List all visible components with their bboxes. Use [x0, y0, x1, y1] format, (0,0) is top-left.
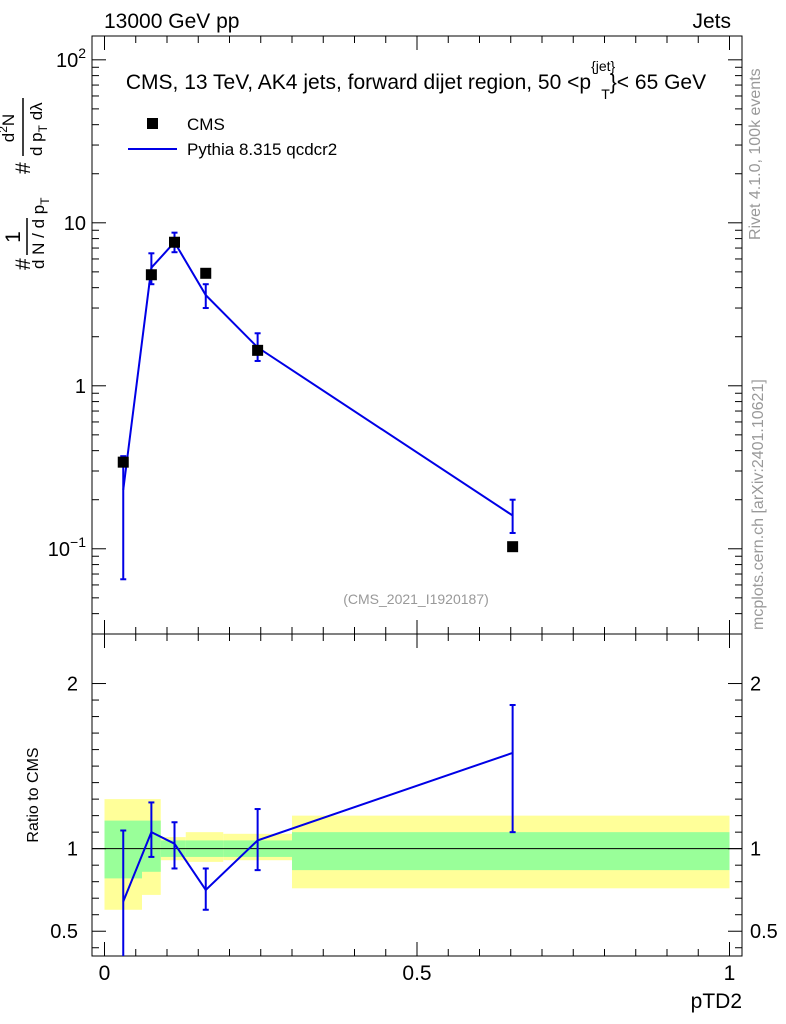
- main-y-axis-label: # 1 d N / d pT # d2N d pT dλ: [0, 98, 52, 270]
- x-tick-label: 1: [724, 962, 736, 985]
- svg-text:d N / d pT: d N / d pT: [29, 197, 52, 269]
- x-tick-label: 0.5: [402, 962, 431, 985]
- ratio-y-tick-label: 2: [67, 674, 78, 696]
- cms-data-point: [145, 269, 157, 281]
- ratio-line: [122, 751, 513, 902]
- ratio-axis-ticks: [92, 634, 742, 956]
- ratio-y-tick-label: 1: [67, 839, 78, 861]
- ratio-uncertainty-bands: [104, 799, 730, 910]
- cms-data-point: [507, 541, 519, 553]
- main-data: [117, 231, 519, 581]
- cms-data-point: [169, 236, 180, 248]
- header-jets-label: Jets: [692, 10, 731, 33]
- svg-text:1: 1: [2, 231, 25, 243]
- y-tick-label: 10: [64, 213, 86, 235]
- main-axis-ticks: [92, 36, 742, 635]
- cms-data-point: [200, 267, 212, 279]
- svg-text:#: #: [12, 162, 35, 174]
- x-axis-label: pTD2: [691, 990, 742, 1013]
- ratio-y-tick-label-right: 2: [750, 674, 761, 696]
- svg-text:d2N: d2N: [0, 114, 18, 142]
- y-tick-label: 1: [75, 376, 86, 398]
- ratio-panel: 0.5 0.5 1 1 2 2 Ratio to CMS: [25, 633, 778, 957]
- ratio-y-tick-label: 0.5: [50, 921, 78, 943]
- mcplots-source-label: mcplots.cern.ch [arXiv:2401.10621]: [750, 379, 767, 630]
- legend-cms-marker: [147, 118, 158, 129]
- main-panel: 10−1 1 10 102 CMS, 13 TeV, AK4 jets, forwar…: [0, 35, 743, 635]
- analysis-tag: (CMS_2021_I1920187): [343, 591, 489, 607]
- ratio-y-tick-label-right: 1: [750, 839, 761, 861]
- ratio-frame: [91, 633, 743, 957]
- plot-title: CMS, 13 TeV, AK4 jets, forward dijet reg…: [126, 58, 706, 102]
- y-tick-label: 102: [56, 45, 86, 72]
- svg-text:#: #: [12, 258, 35, 270]
- main-y-tick-labels: 10−1 1 10 102: [48, 45, 86, 561]
- legend-cms-label: CMS: [187, 115, 225, 134]
- ratio-data: [120, 704, 516, 956]
- ratio-y-tick-labels: 0.5 0.5 1 1 2 2: [50, 674, 778, 944]
- cms-data-point: [252, 344, 264, 356]
- ratio-y-tick-label-right: 0.5: [750, 921, 778, 943]
- rivet-version-label: Rivet 4.1.0, 100k events: [747, 68, 764, 240]
- cms-data-point: [117, 456, 129, 468]
- x-tick-labels: 0 0.5 1: [99, 962, 736, 985]
- legend-pythia-label: Pythia 8.315 qcdcr2: [187, 140, 337, 159]
- ratio-y-axis-label: Ratio to CMS: [25, 747, 42, 842]
- band-inner: [292, 832, 730, 871]
- pythia-line: [122, 240, 514, 517]
- x-tick-label: 0: [99, 962, 111, 985]
- y-tick-label: 10−1: [48, 534, 86, 561]
- legend: CMS Pythia 8.315 qcdcr2: [128, 115, 337, 159]
- header-energy-label: 13000 GeV pp: [104, 10, 239, 33]
- svg-text:d pT dλ: d pT dλ: [27, 102, 50, 156]
